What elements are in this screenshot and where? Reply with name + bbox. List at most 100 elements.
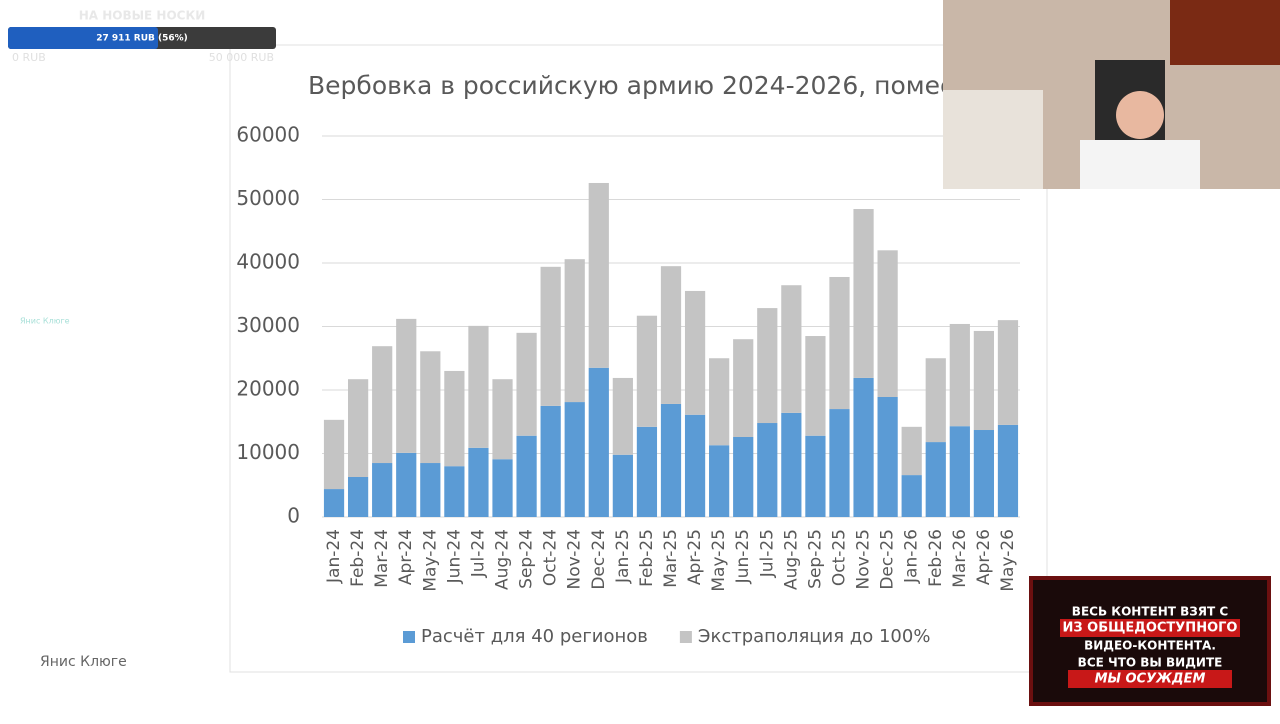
legend-swatch: [403, 631, 415, 643]
shirt: [1080, 140, 1200, 189]
disclaimer-line: МЫ ОСУЖДЕМ: [1095, 672, 1206, 687]
donation-min: 0 RUB: [12, 51, 46, 64]
x-tick-label: Jun-24: [444, 529, 464, 584]
disclaimer-line: ВИДЕО-КОНТЕНТА.: [1084, 639, 1216, 653]
bar-segment: [444, 466, 465, 517]
x-tick-label: May-25: [709, 529, 729, 592]
bar-segment: [973, 330, 995, 431]
x-tick-label: Oct-24: [541, 529, 561, 586]
bar-segment: [733, 339, 754, 437]
x-tick-label: Apr-24: [396, 529, 416, 585]
bar-segment: [757, 423, 778, 517]
bar-segment: [660, 403, 682, 517]
bar-segment: [660, 266, 682, 404]
bar-segment: [829, 276, 850, 410]
disclaimer-highlight: [1068, 670, 1232, 688]
disclaimer-line: ВЕСЬ КОНТЕНТ ВЗЯТ С: [1072, 605, 1229, 619]
disclaimer-line: ИЗ ОБЩЕДОСТУПНОГО: [1063, 621, 1238, 636]
bar-segment: [853, 377, 874, 517]
bar-segment: [733, 436, 754, 517]
bar-segment: [636, 426, 658, 517]
disclaimer-highlight: [1060, 619, 1240, 637]
x-tick-label: Aug-25: [781, 529, 801, 590]
x-tick-label: May-26: [998, 529, 1018, 592]
x-tick-label: Jan-25: [613, 529, 633, 584]
bar-segment: [997, 320, 1019, 425]
bar-segment: [684, 290, 706, 415]
chart-title: Вербовка в российскую армию 2024-2026, п…: [308, 71, 984, 100]
bar-segment: [612, 454, 633, 517]
bar-segment: [540, 266, 561, 406]
bar-segment: [420, 463, 441, 517]
bar-segment: [684, 414, 706, 517]
disclaimer-box: ВЕСЬ КОНТЕНТ ВЗЯТ С ИЗ ОБЩЕДОСТУПНОГО ВИ…: [1029, 576, 1271, 706]
bar-segment: [781, 285, 802, 413]
x-tick-label: Mar-24: [372, 529, 392, 588]
bar-segment: [564, 402, 585, 517]
donation-fill: [8, 27, 158, 49]
x-tick-label: Jan-26: [902, 529, 922, 584]
bar-segment: [516, 435, 537, 517]
x-tick-label: May-24: [420, 529, 440, 592]
bar-segment: [396, 452, 417, 517]
bar-segment: [949, 426, 970, 517]
bar-segment: [853, 209, 874, 378]
x-tick-label: Apr-25: [685, 529, 705, 585]
x-tick-label: Sep-25: [805, 529, 825, 589]
disclaimer-line: ВСЕ ЧТО ВЫ ВИДИТЕ: [1078, 656, 1223, 670]
bar-segment: [588, 182, 609, 368]
x-tick-label: Jan-24: [324, 529, 344, 584]
fireplace: [1170, 0, 1280, 65]
bar-segment: [516, 332, 537, 436]
x-tick-label: Jul-25: [757, 529, 777, 578]
donation-max: 50 000 RUB: [209, 51, 274, 64]
bar-segment: [444, 370, 465, 467]
donation-progress: 27 911 RUB (56%): [96, 34, 188, 44]
bar-segment: [997, 424, 1019, 517]
bar-segment: [612, 377, 633, 455]
bar-segment: [973, 430, 995, 517]
legend-swatch: [679, 631, 692, 643]
bar-segment: [901, 475, 922, 517]
legend-label: Расчёт для 40 регионов: [421, 626, 648, 647]
bar-segment: [492, 379, 513, 460]
x-tick-label: Nov-25: [854, 529, 874, 590]
x-tick-label: Mar-25: [661, 529, 681, 588]
x-tick-label: Jun-25: [733, 529, 753, 584]
bar-segment: [323, 489, 345, 517]
bar-segment: [949, 323, 970, 427]
watermark: Янис Клюге: [20, 317, 70, 326]
donation-title: НА НОВЫЕ НОСКИ: [79, 9, 206, 23]
y-tick-label: 0: [287, 504, 300, 528]
legend-label: Экстраполяция до 100%: [698, 626, 931, 647]
bar-segment: [588, 367, 609, 517]
bar-segment: [564, 259, 585, 403]
y-tick-label: 60000: [236, 123, 300, 147]
bar-segment: [420, 351, 441, 464]
bar-segment: [877, 396, 898, 517]
bar-segment: [829, 409, 850, 517]
bar-segment: [709, 358, 730, 446]
bar-segment: [347, 379, 369, 477]
bar-segment: [781, 412, 802, 517]
bar-segment: [347, 476, 369, 517]
bar-segment: [323, 419, 345, 490]
x-tick-label: Feb-26: [926, 529, 946, 587]
x-tick-label: Apr-26: [974, 529, 994, 585]
y-tick-label: 30000: [236, 313, 300, 337]
x-tick-label: Feb-24: [348, 529, 368, 587]
x-tick-label: Jul-24: [468, 529, 488, 578]
x-tick-label: Oct-25: [829, 529, 849, 586]
sofa: [943, 90, 1043, 189]
bar-segment: [372, 346, 393, 464]
bar-segment: [492, 459, 513, 517]
bar-segment: [757, 308, 778, 424]
y-tick-label: 50000: [236, 186, 300, 210]
bar-segment: [636, 315, 658, 427]
x-tick-label: Mar-26: [950, 529, 970, 588]
webcam: [943, 0, 1280, 189]
x-tick-label: Aug-24: [493, 529, 513, 590]
